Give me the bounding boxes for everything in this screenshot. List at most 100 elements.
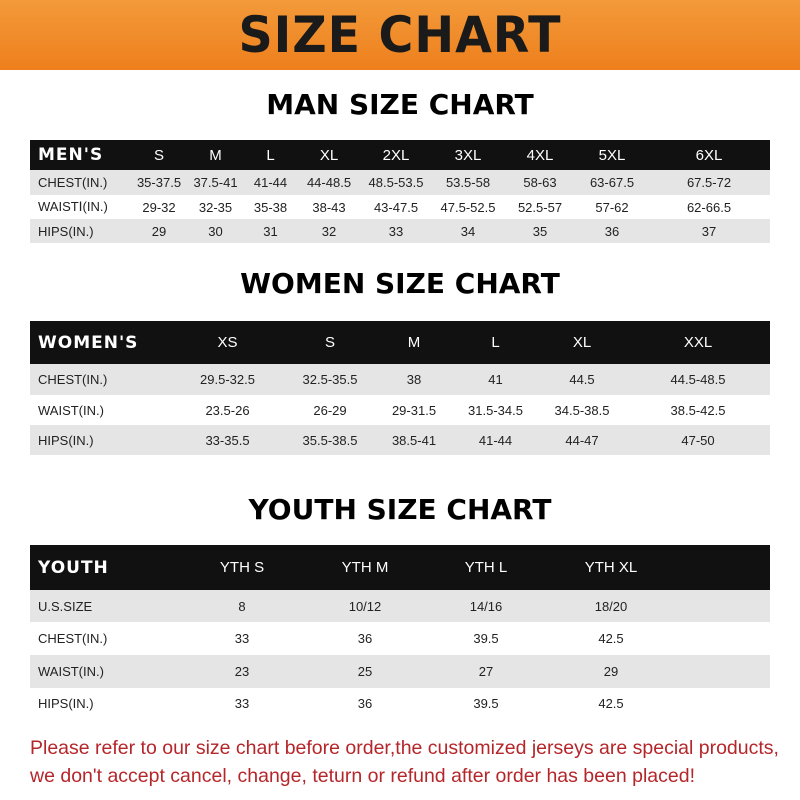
table-row: U.S.SIZE 8 10/12 14/16 18/20 (30, 590, 770, 622)
disclaimer-line: Please refer to our size chart before or… (30, 737, 779, 759)
size-header: XL (538, 321, 626, 364)
table-cell: 38-43 (312, 199, 346, 215)
size-header: YTH M (304, 545, 426, 590)
table-cell: 36 (576, 219, 648, 243)
row-label: CHEST(IN.) (30, 170, 130, 195)
row-label: WAIST(IN.) (38, 402, 104, 418)
table-cell: 67.5-72 (648, 170, 770, 195)
table-cell: 38 (375, 364, 453, 395)
size-header: 3XL (432, 140, 504, 170)
table-cell: 39.5 (473, 695, 499, 711)
women-title: WOMEN SIZE CHART (240, 267, 560, 300)
youth-size-table: YOUTH YTH S YTH M YTH L YTH XL U.S.SIZE 8 10/12… (30, 545, 770, 718)
row-label: WAIST(IN.) (30, 655, 180, 688)
men-title: MAN SIZE CHART (266, 88, 534, 121)
table-cell: 29-32 (142, 199, 176, 215)
size-header: 4XL (504, 140, 576, 170)
size-header: YTH S (180, 545, 304, 590)
table-cell: 29.5-32.5 (170, 364, 285, 395)
table-row: WAIST(IN.) 23 25 27 29 (30, 655, 770, 688)
table-cell: 63-67.5 (576, 170, 648, 195)
table-cell: 38.5-42.5 (670, 402, 726, 418)
table-cell: 33-35.5 (170, 425, 285, 455)
table-cell: 33 (234, 695, 250, 711)
size-header: XL (298, 140, 360, 170)
header-row: WOMEN'S XS S M L XL XXL (30, 321, 770, 364)
table-cell: 44-47 (538, 425, 626, 455)
table-row: CHEST(IN.) 35-37.5 37.5-41 41-44 44-48.5 48.5… (30, 170, 770, 195)
row-label: CHEST(IN.) (38, 631, 108, 646)
table-cell: 57-62 (595, 199, 629, 215)
table-cell: 32-35 (198, 199, 233, 215)
table-label: MEN'S (30, 140, 130, 170)
disclaimer-line: we don't accept cancel, change, teturn o… (30, 765, 695, 787)
table-cell: 36 (357, 631, 373, 646)
table-cell: 39.5 (473, 631, 499, 646)
cell-filler (676, 688, 770, 718)
table-cell: 48.5-53.5 (360, 170, 432, 195)
table-row: WAIST(IN.) 23.5-26 26-29 29-31.5 31.5-34.5 34… (30, 395, 770, 425)
table-cell: 29 (130, 219, 188, 243)
cell-filler (676, 622, 770, 655)
table-cell: 44.5-48.5 (626, 364, 770, 395)
table-cell: 47.5-52.5 (440, 199, 496, 215)
banner: SIZE CHART (0, 0, 800, 70)
table-cell: 18/20 (546, 590, 676, 622)
size-header: S (130, 140, 188, 170)
table-cell: 43-47.5 (373, 199, 419, 215)
table-cell: 29 (546, 655, 676, 688)
size-header: L (453, 321, 538, 364)
table-cell: 31.5-34.5 (468, 402, 523, 418)
size-header: M (375, 321, 453, 364)
table-cell: 30 (188, 219, 243, 243)
table-cell: 52.5-57 (517, 199, 563, 215)
table-cell: 8 (180, 590, 304, 622)
table-cell: 34.5-38.5 (554, 402, 610, 418)
size-header: S (285, 321, 375, 364)
size-header: YTH XL (546, 545, 676, 590)
table-row: HIPS(IN.) 29 30 31 32 33 34 35 36 37 (30, 219, 770, 243)
table-cell: 35.5-38.5 (285, 425, 375, 455)
table-cell: 41-44 (453, 425, 538, 455)
table-cell: 41-44 (243, 170, 298, 195)
size-header: XXL (626, 321, 770, 364)
table-cell: 36 (357, 695, 373, 711)
table-label: YOUTH (30, 545, 180, 590)
row-label: WAISTⅠ(IN.) (38, 199, 108, 214)
row-label: HIPS(IN.) (30, 425, 170, 455)
table-cell: 35-37.5 (130, 170, 188, 195)
size-header: L (243, 140, 298, 170)
table-cell: 47-50 (626, 425, 770, 455)
women-size-table: WOMEN'S XS S M L XL XXL CHEST(IN.) 29.5-32.5 32.5… (30, 321, 770, 455)
table-cell: 25 (304, 655, 426, 688)
table-cell: 23 (180, 655, 304, 688)
table-cell: 35 (504, 219, 576, 243)
table-cell: 29-31.5 (391, 402, 437, 418)
table-cell: 32 (298, 219, 360, 243)
table-cell: 53.5-58 (432, 170, 504, 195)
table-cell: 38.5-41 (375, 425, 453, 455)
header-row: YOUTH YTH S YTH M YTH L YTH XL (30, 545, 770, 590)
table-cell: 44.5 (538, 364, 626, 395)
table-cell: 62-66.5 (686, 199, 732, 215)
table-cell: 41 (453, 364, 538, 395)
table-row: CHEST(IN.) 33 36 39.5 42.5 (30, 622, 770, 655)
table-cell: 37 (648, 219, 770, 243)
cell-filler (676, 590, 770, 622)
header-filler (676, 545, 770, 590)
size-header: 6XL (648, 140, 770, 170)
row-label: U.S.SIZE (30, 590, 180, 622)
row-label: CHEST(IN.) (30, 364, 170, 395)
table-cell: 14/16 (426, 590, 546, 622)
men-size-table: MEN'S S M L XL 2XL 3XL 4XL 5XL 6XL CHEST(IN.) 35-37… (30, 140, 770, 243)
size-header: 5XL (576, 140, 648, 170)
table-row: WAISTⅠ(IN.) 29-32 32-35 35-38 38-43 43-47.5 47… (30, 195, 770, 219)
table-cell: 33 (360, 219, 432, 243)
table-cell: 42.5 (598, 631, 624, 646)
size-header: YTH L (426, 545, 546, 590)
table-cell: 27 (426, 655, 546, 688)
table-cell: 42.5 (598, 695, 624, 711)
table-cell: 33 (234, 631, 250, 646)
header-row: MEN'S S M L XL 2XL 3XL 4XL 5XL 6XL (30, 140, 770, 170)
row-label: HIPS(IN.) (30, 219, 130, 243)
